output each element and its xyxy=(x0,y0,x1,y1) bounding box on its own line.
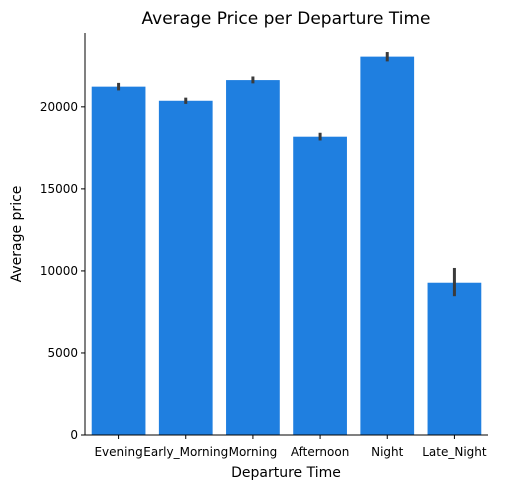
x-tick-label: Night xyxy=(371,445,404,459)
x-tick-label: Late_Night xyxy=(422,445,487,459)
bar-early-morning xyxy=(158,100,213,435)
y-tick-label: 10000 xyxy=(40,264,78,278)
chart-title: Average Price per Departure Time xyxy=(142,9,431,29)
x-axis-title: Departure Time xyxy=(231,465,341,481)
y-tick-label: 20000 xyxy=(40,100,78,114)
x-tick-label: Morning xyxy=(229,445,278,459)
bar-morning xyxy=(226,80,280,435)
y-tick-label: 15000 xyxy=(40,182,78,196)
y-axis-title: Average price xyxy=(9,186,25,283)
bar-evening xyxy=(91,86,146,435)
bar-late-night xyxy=(427,282,482,435)
y-tick-label: 0 xyxy=(70,428,78,442)
bar-night xyxy=(360,56,415,436)
x-tick-label: Evening xyxy=(94,445,142,459)
x-tick-label: Early_Morning xyxy=(143,445,228,459)
y-tick-label: 5000 xyxy=(47,346,78,360)
x-tick-label: Afternoon xyxy=(291,445,350,459)
bar-afternoon xyxy=(293,136,347,435)
